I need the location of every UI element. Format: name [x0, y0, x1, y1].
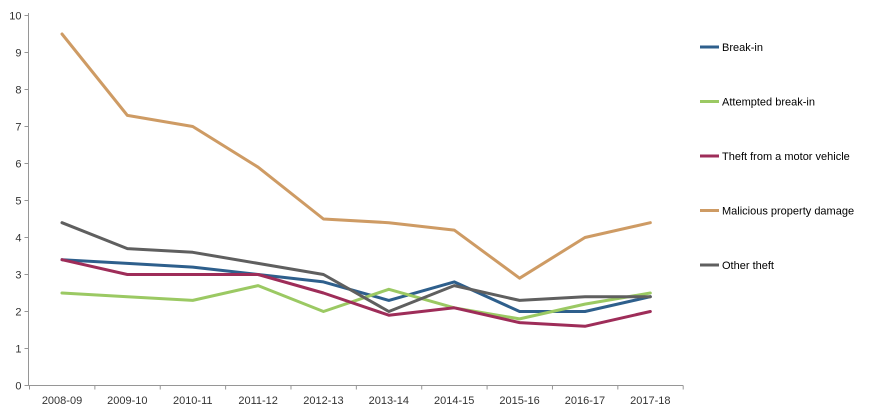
series-line-theft-from-a-motor-vehicle — [60, 258, 652, 328]
y-tick-label: 3 — [15, 270, 21, 282]
y-tick-label: 4 — [15, 233, 21, 245]
y-tick-label: 2 — [15, 307, 21, 319]
y-tick-label: 7 — [15, 122, 21, 134]
series-line-other-theft — [60, 221, 652, 313]
legend-label: Attempted break-in — [722, 97, 815, 109]
y-tick-label: 0 — [15, 381, 21, 393]
y-tick-label: 9 — [15, 48, 21, 60]
x-tick-label: 2013-14 — [369, 395, 409, 407]
legend-label: Break-in — [722, 42, 763, 54]
legend-label: Theft from a motor vehicle — [722, 151, 850, 163]
x-tick-label: 2015-16 — [499, 395, 539, 407]
y-tick-label: 5 — [15, 196, 21, 208]
x-tick-label: 2014-15 — [434, 395, 474, 407]
x-tick-label: 2008-09 — [42, 395, 82, 407]
x-tick-label: 2011-12 — [238, 395, 278, 407]
y-tick-label: 10 — [9, 11, 21, 23]
y-tick-label: 6 — [15, 159, 21, 171]
legend-label: Other theft — [722, 260, 774, 272]
legend-label: Malicious property damage — [722, 206, 854, 218]
x-tick-label: 2017-18 — [630, 395, 670, 407]
series-line-malicious-property-damage — [60, 32, 652, 280]
x-tick-label: 2009-10 — [107, 395, 147, 407]
y-tick-label: 8 — [15, 85, 21, 97]
x-tick-label: 2016-17 — [565, 395, 605, 407]
series-line-attempted-break-in — [60, 284, 652, 321]
y-tick-label: 1 — [15, 344, 21, 356]
x-tick-label: 2010-11 — [173, 395, 213, 407]
x-tick-label: 2012-13 — [303, 395, 343, 407]
